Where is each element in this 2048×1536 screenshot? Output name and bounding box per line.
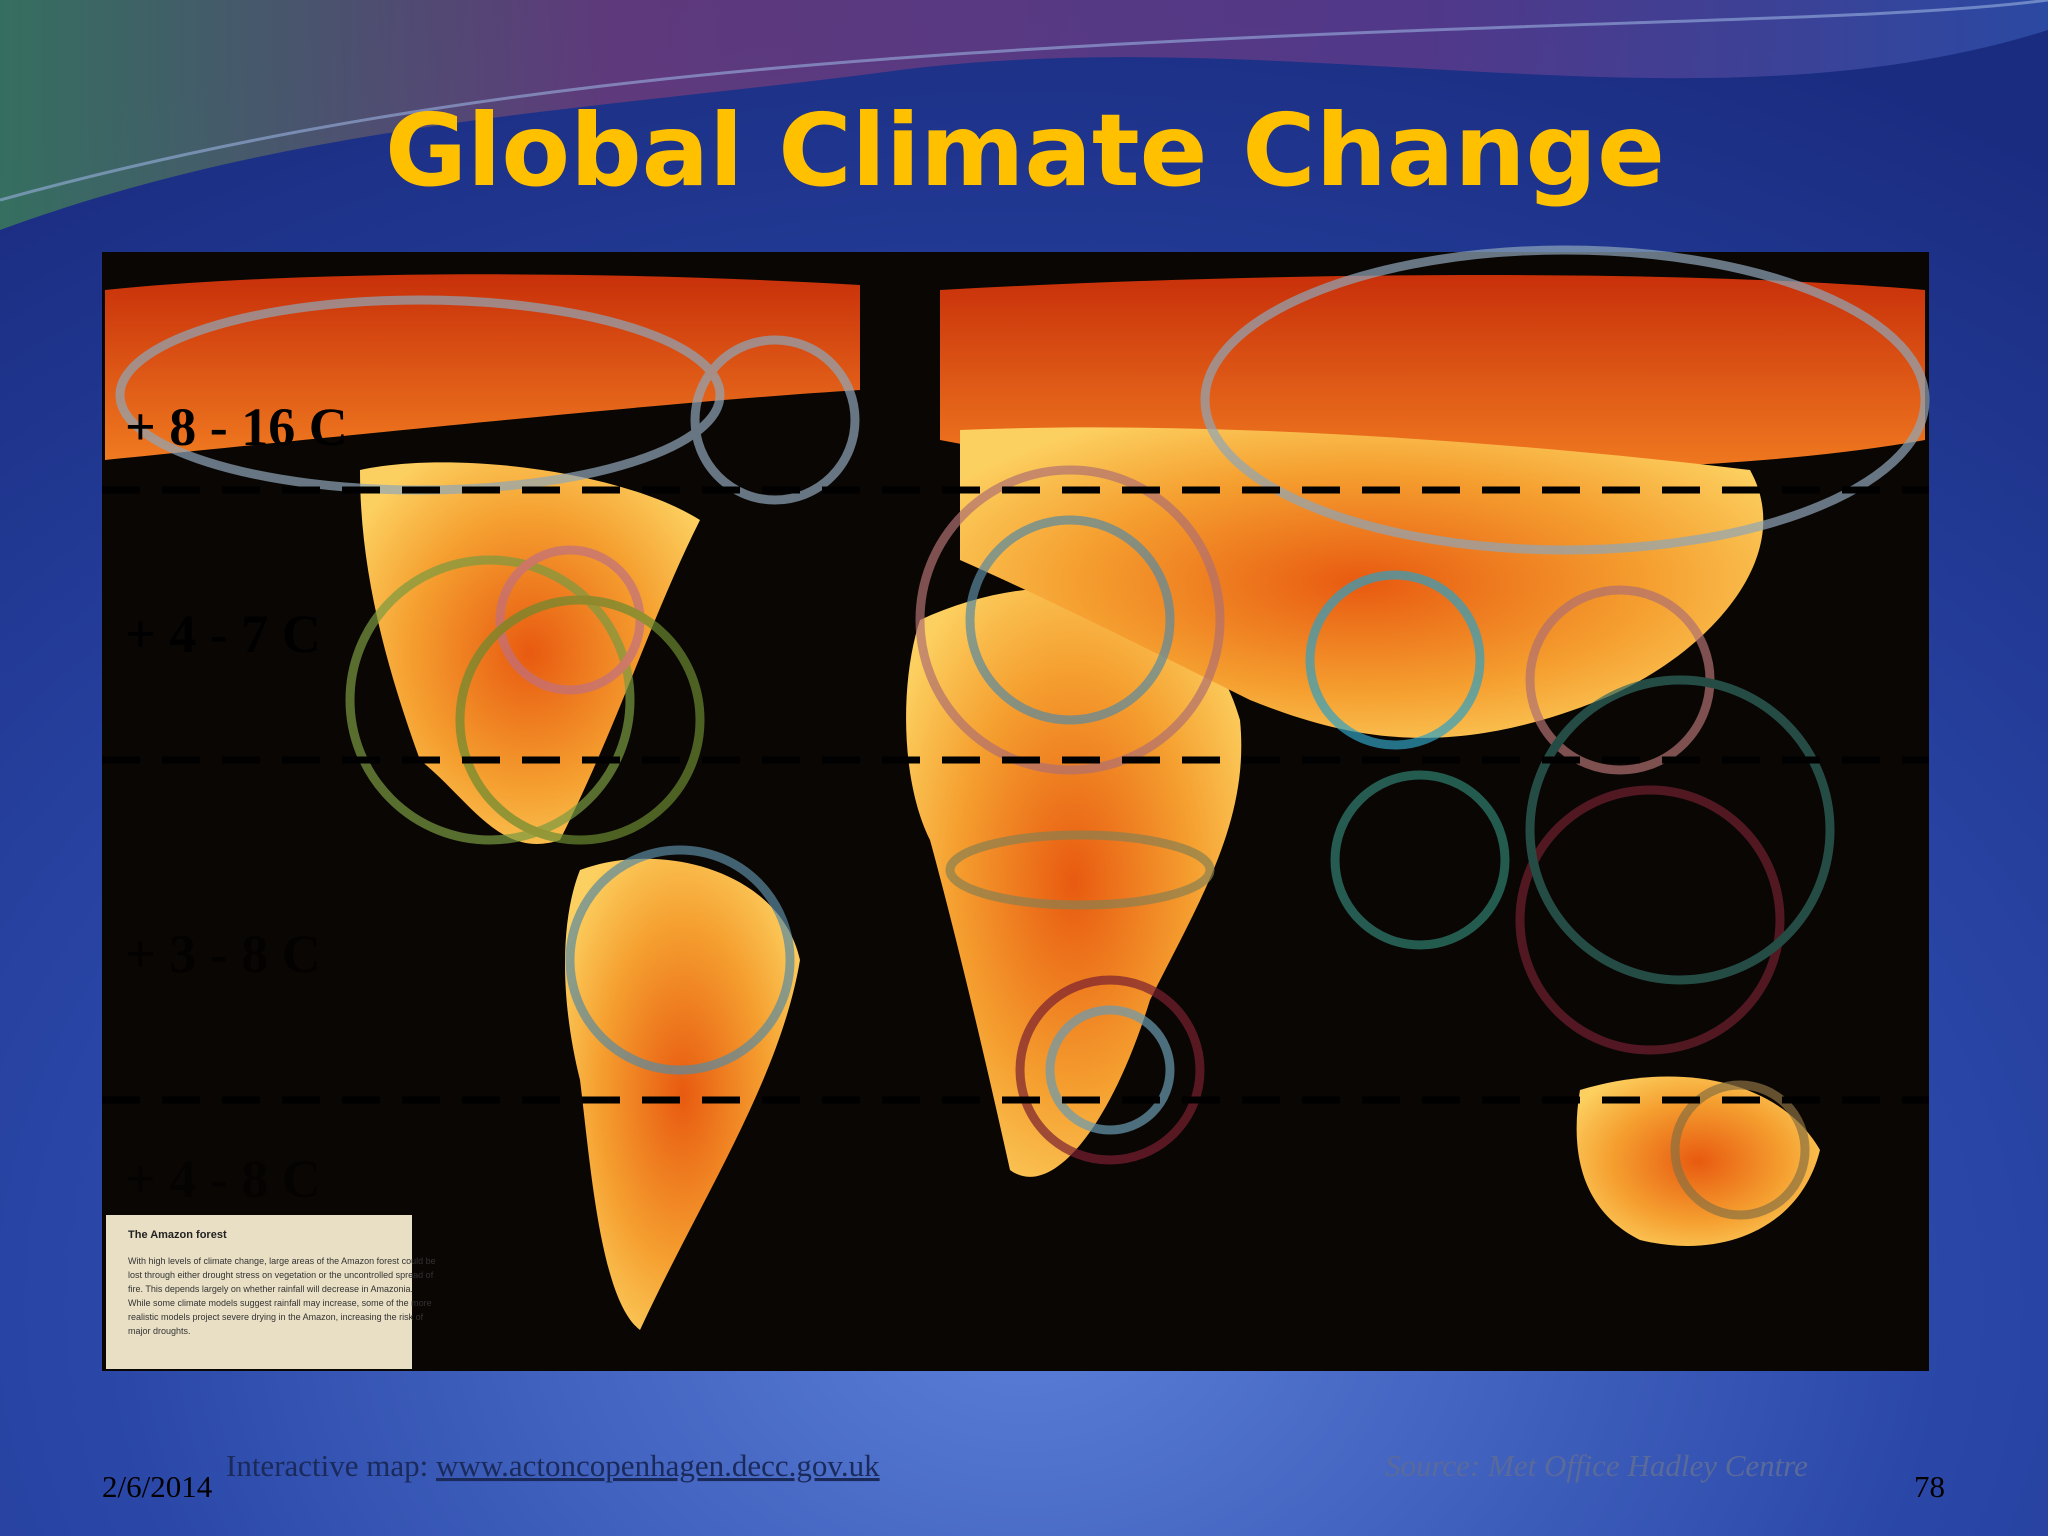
band-label: + 4 - 7 C [125,604,321,664]
header-swoosh [0,0,2048,230]
arctic-north-america [105,274,860,460]
slide-date: 2/6/2014 [102,1469,213,1504]
band-dividers [102,486,1929,1104]
impact-circles [115,245,1930,1220]
inset-line: realistic models project severe drying i… [128,1312,424,1322]
slide-number: 78 [1914,1469,1945,1504]
band-label: + 3 - 8 C [125,924,321,984]
inset-title: The Amazon forest [128,1229,227,1241]
inset-box: The Amazon forest With high levels of cl… [106,1215,436,1369]
inset-text: With high levels of climate change, larg… [128,1256,436,1336]
inset-line: major droughts. [128,1326,191,1336]
arctic-eurasia [940,275,1925,472]
footer-caption: Interactive map: www.actoncopenhagen.dec… [226,1448,880,1483]
caption-label: Interactive map: [226,1448,428,1483]
band-label: + 4 - 8 C [125,1149,321,1209]
footer-source: Source: Met Office Hadley Centre [1385,1448,1808,1483]
inset-line: fire. This depends largely on whether ra… [128,1284,413,1294]
inset-line: lost through either drought stress on ve… [128,1270,434,1280]
inset-line: While some climate models suggest rainfa… [128,1298,432,1308]
inset-line: With high levels of climate change, larg… [128,1256,436,1266]
inset-background [106,1215,412,1369]
slide-title: Global Climate Change [385,92,1665,209]
band-label: + 8 - 16 C [125,397,348,457]
north-america [360,462,700,844]
swoosh-line [0,0,2048,202]
australia [1576,1076,1820,1246]
footer-link[interactable]: www.actoncopenhagen.decc.gov.uk [436,1448,880,1483]
africa [906,588,1242,1177]
climate-map: + 8 - 16 C + 4 - 7 C + 3 - 8 C + 4 - 8 C… [102,245,1930,1371]
south-america [565,858,800,1330]
